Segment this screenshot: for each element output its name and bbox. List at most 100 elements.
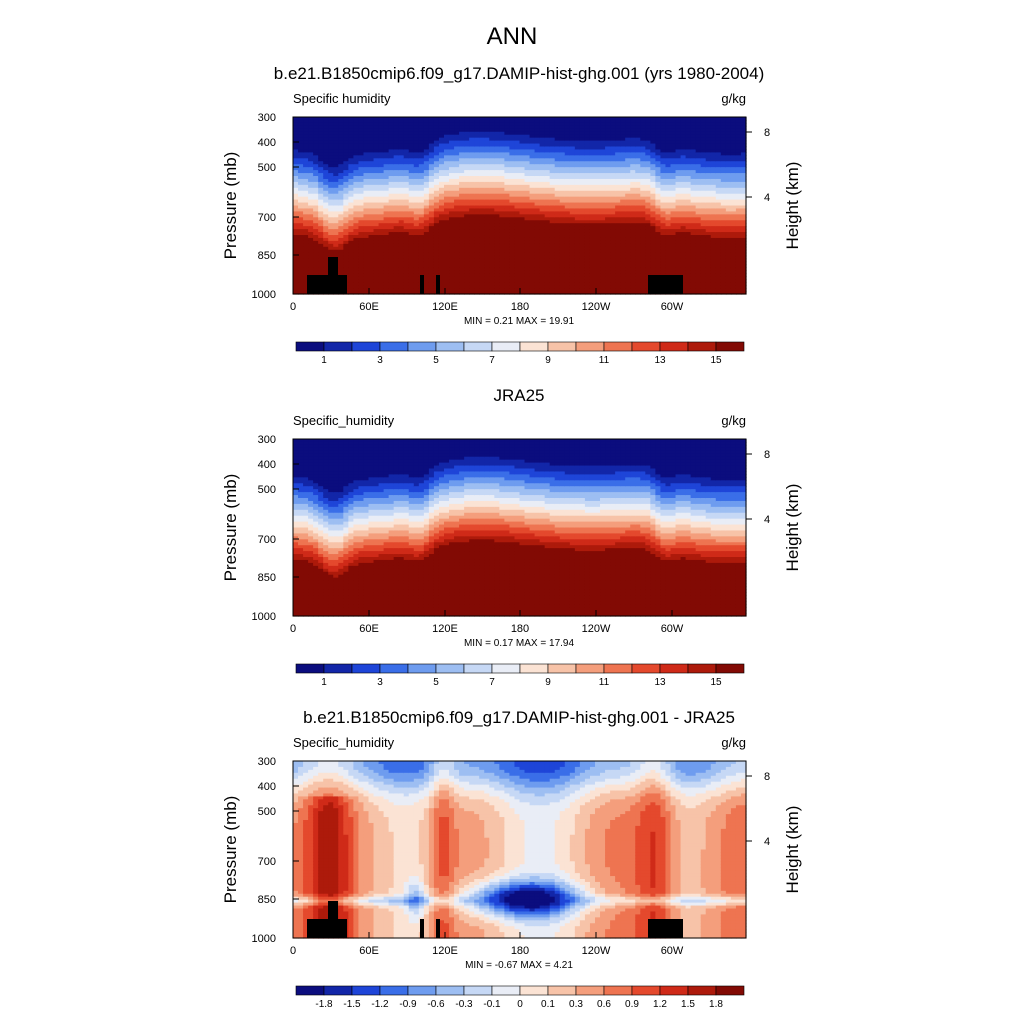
contour-cell <box>635 208 641 212</box>
contour-cell <box>635 155 641 159</box>
contour-cell <box>479 252 485 257</box>
contour-cell <box>544 199 551 204</box>
contour-cell <box>690 214 697 218</box>
contour-cell <box>444 285 450 289</box>
contour-cell <box>670 240 677 245</box>
contour-cell <box>403 164 410 168</box>
contour-cell <box>393 237 400 242</box>
contour-cell <box>474 243 480 248</box>
contour-cell <box>333 176 339 180</box>
contour-cell <box>383 158 390 162</box>
contour-cell <box>469 205 475 210</box>
contour-cell <box>494 246 500 251</box>
contour-cell <box>494 276 500 280</box>
contour-cell <box>363 235 370 239</box>
contour-cell <box>423 155 430 159</box>
contour-cell <box>298 152 304 156</box>
contour-cell <box>529 229 536 233</box>
contour-cell <box>393 122 400 127</box>
contour-cell <box>418 255 425 260</box>
contour-cell <box>358 270 365 274</box>
contour-cell <box>670 164 677 168</box>
contour-cell <box>595 237 601 242</box>
contour-cell <box>358 117 365 121</box>
contour-cell <box>559 176 566 180</box>
contour-cell <box>705 246 712 251</box>
contour-cell <box>358 261 365 266</box>
contour-cell <box>408 161 415 165</box>
contour-cell <box>308 229 314 233</box>
contour-cell <box>620 146 626 151</box>
contour-cell <box>529 190 536 195</box>
contour-cell <box>368 223 375 227</box>
contour-cell <box>534 261 541 266</box>
contour-cell <box>635 128 641 133</box>
contour-cell <box>308 193 314 198</box>
contour-cell <box>303 178 309 183</box>
contour-cell <box>438 199 445 204</box>
contour-cell <box>408 217 415 221</box>
contour-cell <box>343 267 349 271</box>
contour-cell <box>685 190 692 195</box>
contour-cell <box>534 131 541 136</box>
contour-cell <box>635 232 641 236</box>
contour-cell <box>494 235 500 239</box>
contour-cell <box>529 117 536 121</box>
contour-cell <box>454 140 460 145</box>
contour-cell <box>504 170 511 174</box>
contour-cell <box>660 190 667 195</box>
contour-cell <box>509 258 516 263</box>
contour-cell <box>454 285 460 289</box>
contour-cell <box>695 128 702 133</box>
contour-cell <box>574 276 581 280</box>
contour-cell <box>595 285 601 289</box>
contour-cell <box>574 211 581 215</box>
contour-cell <box>438 258 445 263</box>
contour-cell <box>620 264 626 269</box>
contour-cell <box>685 232 692 236</box>
contour-cell <box>579 128 586 133</box>
contour-cell <box>564 240 571 245</box>
contour-cell <box>433 226 440 230</box>
contour-cell <box>660 140 667 145</box>
contour-cell <box>454 131 460 136</box>
contour-cell <box>423 131 430 136</box>
contour-cell <box>323 178 329 183</box>
contour-cell <box>700 220 707 224</box>
contour-cell <box>378 220 385 224</box>
contour-cell <box>469 173 475 177</box>
contour-cell <box>454 167 460 171</box>
contour-cell <box>680 176 687 180</box>
contour-cell <box>640 270 646 274</box>
contour-cell <box>615 288 621 292</box>
contour-cell <box>479 193 485 198</box>
contour-cell <box>383 232 390 236</box>
contour-cell <box>459 223 465 227</box>
contour-cell <box>428 288 435 292</box>
contour-cell <box>444 158 450 162</box>
contour-cell <box>675 125 682 130</box>
contour-cell <box>298 181 304 186</box>
contour-cell <box>449 119 455 124</box>
contour-cell <box>605 125 611 130</box>
contour-cell <box>579 161 586 165</box>
contour-cell <box>605 232 611 236</box>
contour-cell <box>499 184 505 189</box>
contour-cell <box>459 187 465 192</box>
contour-cell <box>418 119 425 124</box>
contour-cell <box>298 205 304 210</box>
contour-cell <box>318 155 324 159</box>
contour-cell <box>484 137 490 142</box>
contour-cell <box>438 178 445 183</box>
contour-cell <box>615 279 621 283</box>
contour-cell <box>358 258 365 263</box>
contour-cell <box>600 181 606 186</box>
contour-cell <box>413 246 420 251</box>
contour-cell <box>640 152 646 156</box>
contour-cell <box>519 243 526 248</box>
contour-cell <box>645 261 651 266</box>
contour-cell <box>589 255 596 260</box>
contour-cell <box>544 267 551 271</box>
contour-cell <box>680 143 687 148</box>
contour-cell <box>665 240 672 245</box>
